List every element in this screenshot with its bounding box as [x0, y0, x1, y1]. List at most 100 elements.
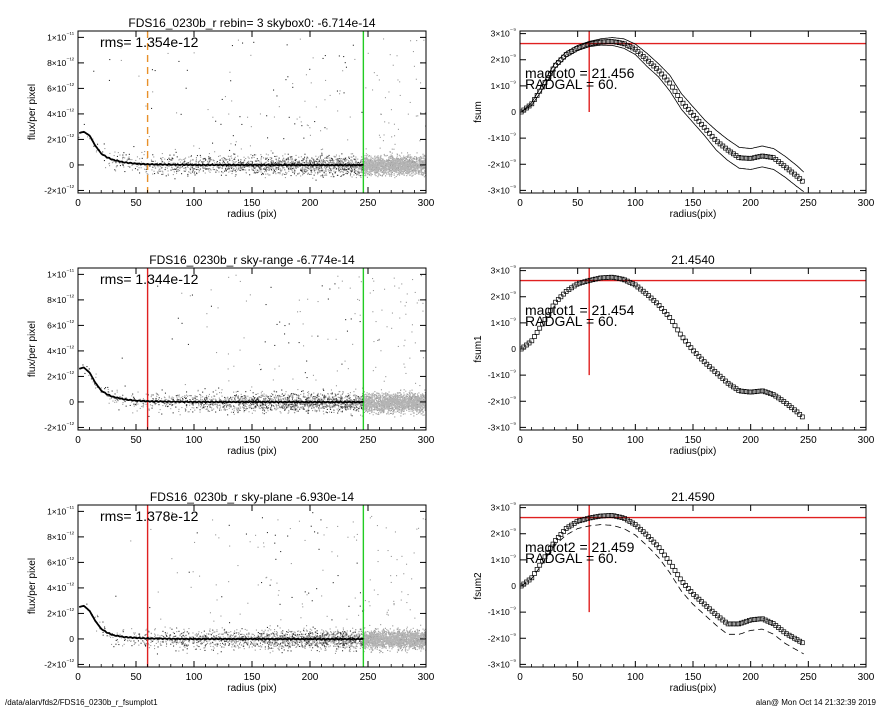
data-point: [94, 383, 96, 385]
data-point: [196, 169, 198, 171]
data-point: [300, 156, 302, 158]
data-point: [358, 400, 360, 402]
data-point: [307, 167, 309, 169]
data-point: [348, 396, 350, 398]
data-point: [360, 281, 362, 283]
data-point: [203, 167, 205, 169]
data-point: [333, 166, 335, 168]
data-point: [301, 169, 303, 171]
data-point: [320, 175, 322, 177]
data-point: [374, 173, 376, 175]
data-point: [272, 394, 274, 396]
data-point: [367, 172, 369, 174]
data-point: [398, 154, 400, 156]
data-point: [411, 324, 413, 326]
data-point: [302, 173, 304, 175]
data-point: [243, 166, 245, 168]
data-point: [408, 410, 410, 412]
data-point: [152, 154, 154, 156]
data-point: [190, 409, 192, 411]
data-point: [296, 410, 298, 412]
data-point: [418, 167, 420, 169]
data-point: [351, 170, 353, 172]
scatter-cloud: [80, 274, 426, 418]
data-point: [342, 166, 344, 168]
data-point: [282, 173, 284, 175]
data-point: [270, 150, 272, 152]
data-point: [231, 173, 233, 175]
data-point: [366, 168, 368, 170]
data-point: [280, 405, 282, 407]
data-point: [260, 396, 262, 398]
data-point: [208, 167, 210, 169]
data-point: [185, 167, 187, 169]
data-point: [348, 161, 350, 163]
y-tick-label: 2×10⁻¹²: [47, 133, 75, 144]
data-point: [412, 162, 414, 164]
data-point: [202, 161, 204, 163]
data-point: [222, 162, 224, 164]
data-point: [401, 161, 403, 163]
data-point: [358, 168, 360, 170]
data-point: [228, 380, 230, 382]
data-point: [287, 76, 289, 78]
data-point: [319, 167, 321, 169]
data-point: [418, 171, 420, 173]
data-point: [270, 166, 272, 168]
data-point: [307, 162, 309, 164]
data-point: [365, 157, 367, 159]
plot-area: [78, 268, 426, 430]
data-point: [265, 157, 267, 159]
data-point: [340, 175, 342, 177]
data-point: [314, 396, 316, 398]
data-point: [321, 285, 323, 287]
data-point: [376, 399, 378, 401]
data-point: [345, 163, 347, 165]
data-point: [189, 404, 191, 406]
data-point: [296, 118, 298, 120]
data-point: [202, 167, 204, 169]
data-point: [229, 158, 231, 160]
data-point: [289, 159, 291, 161]
data-point: [223, 165, 225, 167]
data-point: [208, 153, 210, 155]
data-point: [367, 164, 369, 166]
data-point: [335, 156, 337, 158]
data-point: [208, 170, 210, 172]
data-point: [326, 157, 328, 159]
data-point: [177, 394, 179, 396]
data-point: [390, 155, 392, 157]
data-point: [320, 168, 322, 170]
data-point: [263, 405, 265, 407]
data-point: [318, 408, 320, 410]
data-point: [103, 143, 105, 145]
data-point: [334, 406, 336, 408]
data-point: [299, 116, 301, 118]
data-point: [272, 162, 274, 164]
data-point: [364, 164, 366, 166]
data-point: [162, 171, 164, 173]
data-point: [337, 163, 339, 165]
data-point: [310, 403, 312, 405]
data-point: [292, 393, 294, 395]
data-point: [409, 174, 411, 176]
data-point: [392, 162, 394, 164]
data-point: [188, 156, 190, 158]
data-point: [387, 168, 389, 170]
data-point: [264, 399, 266, 401]
data-point: [271, 160, 273, 162]
data-point: [356, 174, 358, 176]
data-point: [227, 165, 229, 167]
data-point: [209, 168, 211, 170]
data-point: [254, 410, 256, 412]
data-point: [266, 158, 268, 160]
data-point: [249, 145, 251, 147]
data-point: [178, 60, 180, 62]
data-point: [337, 159, 339, 161]
data-point: [361, 409, 363, 411]
data-point: [184, 410, 186, 412]
data-point: [184, 170, 186, 172]
x-tick-label: 150: [244, 198, 261, 209]
data-point: [300, 406, 302, 408]
data-point: [424, 404, 426, 406]
